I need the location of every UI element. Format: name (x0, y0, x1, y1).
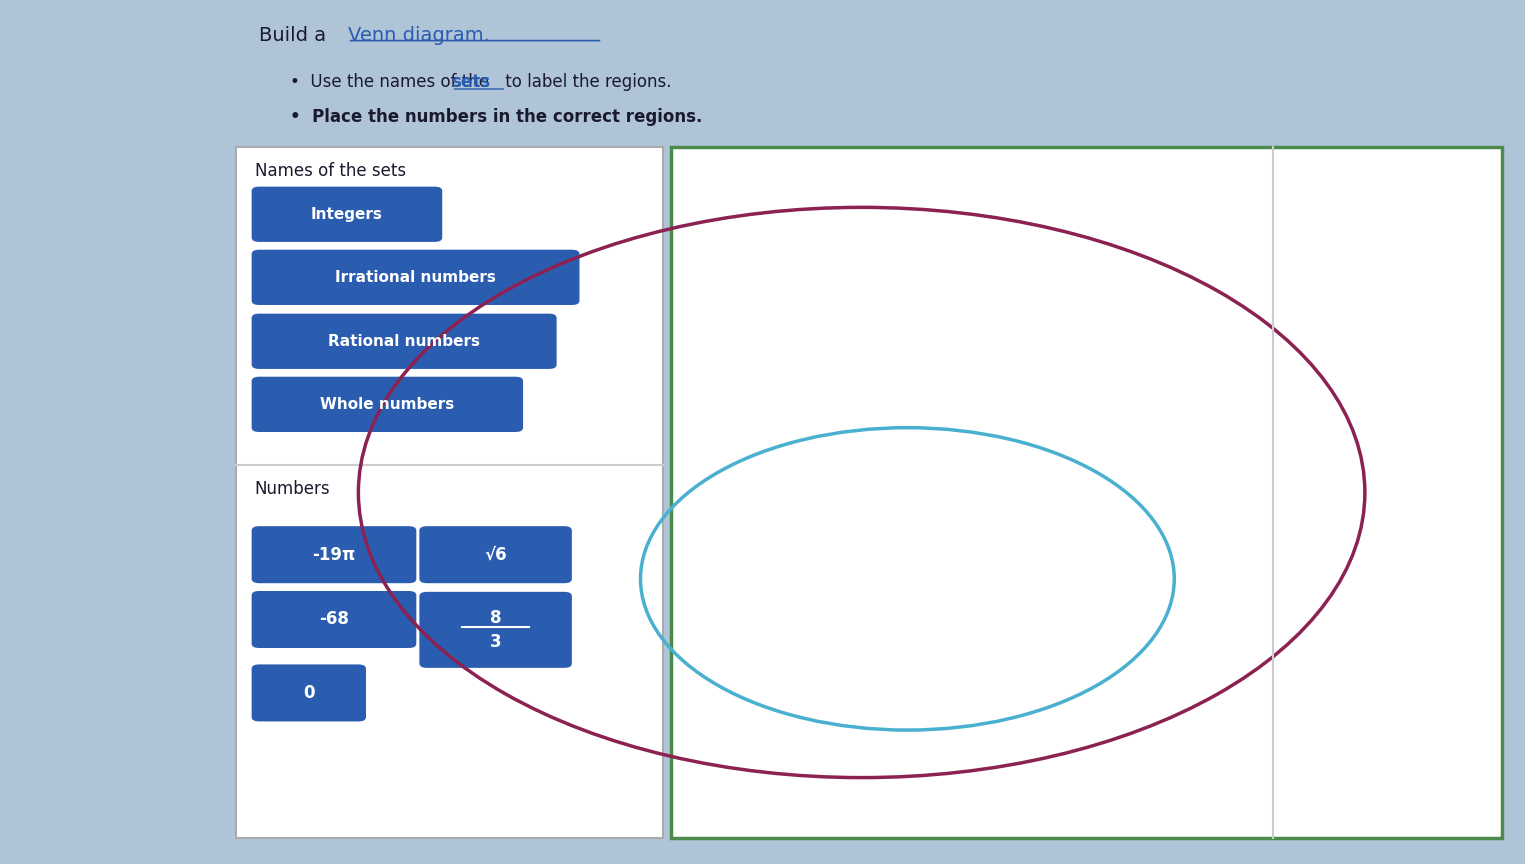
Text: •  Place the numbers in the correct regions.: • Place the numbers in the correct regio… (290, 108, 702, 126)
FancyBboxPatch shape (252, 591, 416, 648)
Text: Irrational numbers: Irrational numbers (336, 270, 496, 285)
Text: 3: 3 (490, 633, 502, 651)
Text: Whole numbers: Whole numbers (320, 397, 454, 412)
Text: Numbers: Numbers (255, 480, 331, 498)
Text: 0: 0 (303, 684, 314, 702)
Text: -19π: -19π (313, 546, 355, 563)
Text: √6: √6 (485, 546, 506, 563)
Text: 8: 8 (490, 609, 502, 626)
Text: •  Use the names of the: • Use the names of the (290, 73, 494, 92)
FancyBboxPatch shape (671, 147, 1502, 838)
FancyBboxPatch shape (236, 147, 663, 838)
FancyBboxPatch shape (252, 377, 523, 432)
Text: Names of the sets: Names of the sets (255, 162, 406, 181)
Text: Build a: Build a (259, 26, 332, 45)
Text: Integers: Integers (311, 206, 383, 222)
Text: Rational numbers: Rational numbers (328, 334, 480, 349)
Text: Venn diagram.: Venn diagram. (348, 26, 490, 45)
FancyBboxPatch shape (252, 187, 442, 242)
FancyBboxPatch shape (252, 250, 580, 305)
FancyBboxPatch shape (419, 526, 572, 583)
FancyBboxPatch shape (419, 592, 572, 668)
Text: to label the regions.: to label the regions. (500, 73, 671, 92)
Text: sets: sets (451, 73, 491, 92)
FancyBboxPatch shape (252, 664, 366, 721)
FancyBboxPatch shape (252, 314, 557, 369)
Text: -68: -68 (319, 611, 349, 628)
FancyBboxPatch shape (252, 526, 416, 583)
